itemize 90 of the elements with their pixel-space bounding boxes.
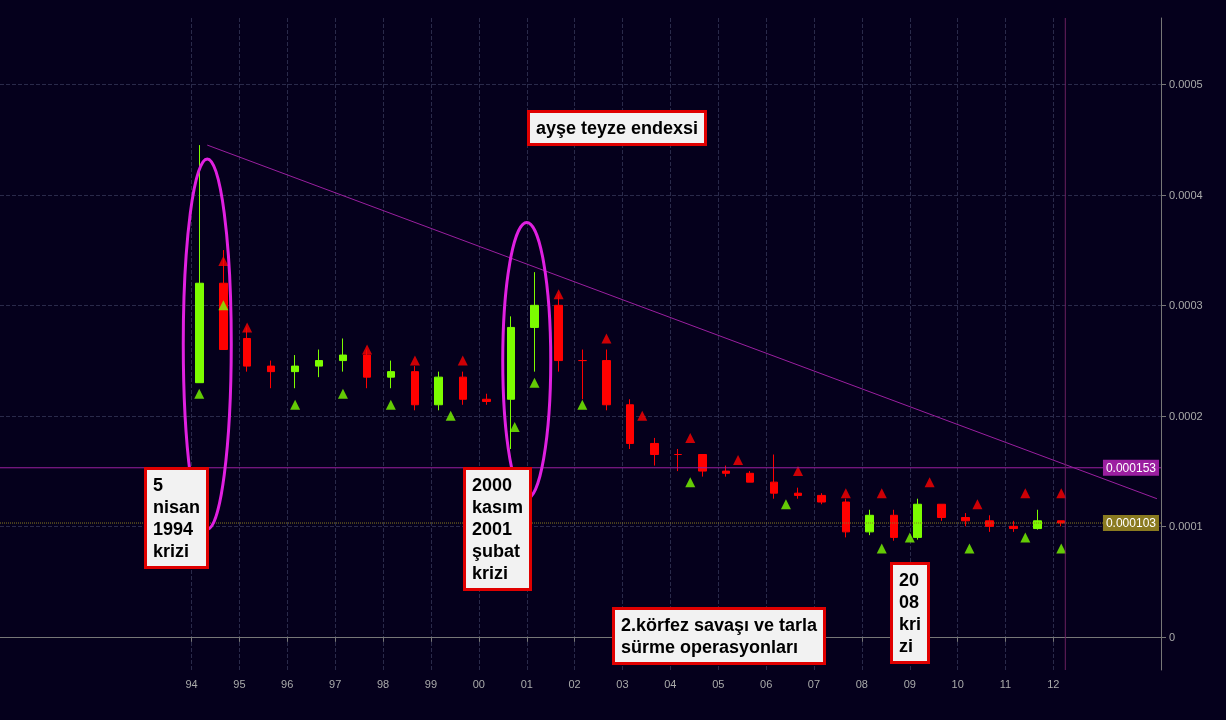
point <box>964 543 975 554</box>
candlestick <box>459 371 467 406</box>
point <box>840 488 851 499</box>
point <box>529 377 540 388</box>
y-tick-label: 0.0004 <box>1169 188 1203 201</box>
x-tick-label: 07 <box>807 677 821 690</box>
point <box>1020 532 1031 543</box>
x-tick-label: 00 <box>472 677 485 690</box>
candlestick <box>626 398 634 450</box>
x-tick-label: 11 <box>999 677 1012 690</box>
x-tick-label: 05 <box>712 677 725 690</box>
y-tick-label: 0.0003 <box>1169 299 1203 312</box>
candlestick <box>698 454 707 478</box>
candlestick <box>339 337 347 373</box>
point <box>445 410 456 421</box>
candlestick <box>602 349 611 411</box>
x-tick-label: 09 <box>903 677 916 690</box>
candlestick <box>674 448 682 472</box>
candlestick <box>267 360 275 389</box>
point <box>601 333 612 344</box>
candlestick <box>817 492 826 505</box>
point <box>362 344 373 355</box>
candlestick <box>578 349 587 400</box>
annotation: 2000 kasım 2001 şubat krizi <box>463 467 533 591</box>
candlestick <box>770 454 778 500</box>
x-tick-label: 06 <box>760 677 773 690</box>
candlestick <box>865 509 874 536</box>
candlestick <box>794 487 802 500</box>
candlestick <box>434 371 443 411</box>
x-tick-label: 94 <box>185 677 198 690</box>
point <box>290 399 301 410</box>
candlestick <box>746 470 754 483</box>
y-tick-label: 0.0002 <box>1169 409 1203 422</box>
point <box>218 256 229 267</box>
annotation: 20 08 kri zi <box>890 562 931 664</box>
candlestick <box>315 349 323 378</box>
point <box>685 477 696 488</box>
candlestick <box>219 249 228 351</box>
candlestick <box>195 144 204 384</box>
point <box>509 421 520 432</box>
annotation: 5 nisan 1994 krizi <box>144 467 210 569</box>
point <box>876 543 887 554</box>
point <box>792 466 803 477</box>
x-tick-label: 08 <box>855 677 868 690</box>
point <box>733 455 744 466</box>
x-tick-label: 04 <box>664 677 677 690</box>
point <box>194 388 205 399</box>
point <box>637 410 648 421</box>
candlestick <box>291 354 299 389</box>
candlestick <box>530 271 539 373</box>
y-tick-label: 0 <box>1169 630 1176 643</box>
point <box>385 399 396 410</box>
point <box>553 289 564 300</box>
point <box>876 488 887 499</box>
point <box>972 499 983 510</box>
point <box>780 499 791 510</box>
point <box>685 432 696 443</box>
x-tick-label: 96 <box>281 677 294 690</box>
point <box>904 532 915 543</box>
annotation: 2.körfez savaşı ve tarla sürme operasyonları <box>612 607 827 665</box>
x-tick-label: 97 <box>329 677 342 690</box>
x-tick-label: 02 <box>568 677 581 690</box>
point <box>577 399 588 410</box>
candlestick <box>1009 520 1018 533</box>
x-tick-label: 12 <box>1047 677 1060 690</box>
point <box>924 477 935 488</box>
x-tick-label: 98 <box>376 677 390 690</box>
x-tick-label: 95 <box>233 677 246 690</box>
candlestick <box>482 393 491 406</box>
y-tick-label: 0.0001 <box>1169 520 1203 533</box>
point <box>1020 488 1031 499</box>
x-tick-label: 01 <box>520 677 533 690</box>
candlestick <box>387 360 395 389</box>
candlestick <box>650 437 659 467</box>
y-tick-label: 0.0005 <box>1169 78 1203 91</box>
candlestick <box>890 509 898 542</box>
x-tick-label: 99 <box>424 677 438 690</box>
candlestick <box>722 465 730 478</box>
candlestick <box>961 512 970 527</box>
ref-line-label: 0.000153 <box>1105 460 1157 475</box>
point <box>457 355 468 366</box>
ref-line-label: 0.000103 <box>1105 516 1157 531</box>
candlestick <box>937 503 946 522</box>
point <box>218 300 229 311</box>
point <box>409 355 420 366</box>
point <box>242 322 253 333</box>
annotation: ayşe teyze endexsi <box>527 110 708 146</box>
point <box>337 388 348 399</box>
x-tick-label: 10 <box>951 677 964 690</box>
x-tick-label: 03 <box>616 677 629 690</box>
